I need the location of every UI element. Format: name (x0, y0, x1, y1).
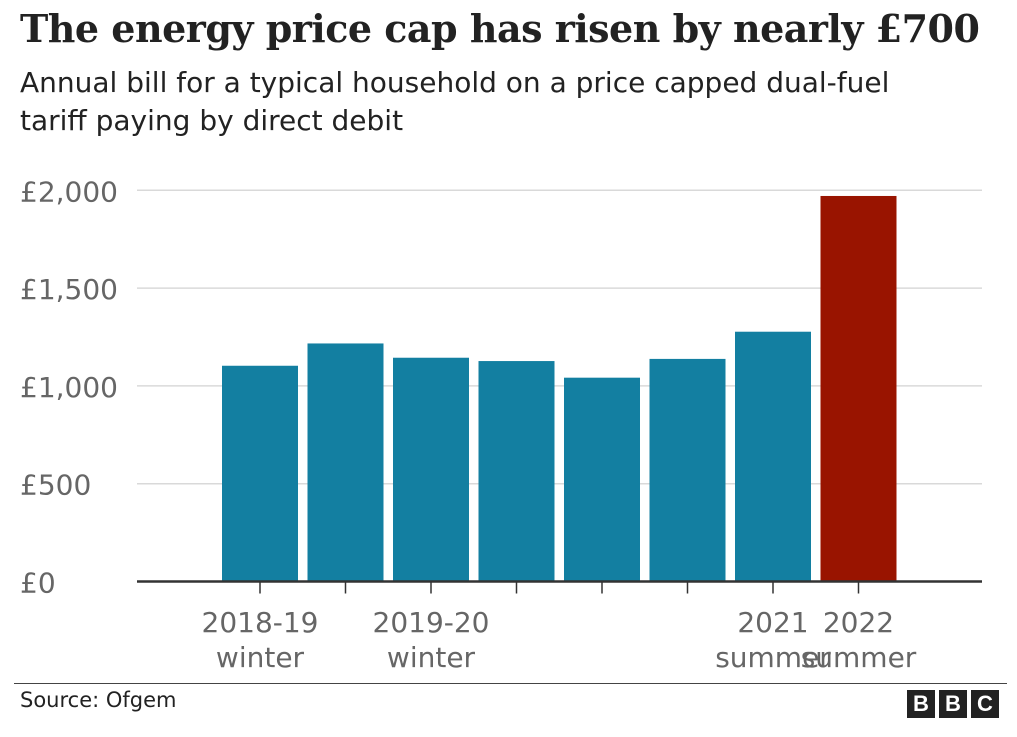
x-tick-label: 2021 (737, 606, 808, 639)
chart-title: The energy price cap has risen by nearly… (20, 6, 980, 51)
bar-8 (820, 195, 897, 582)
x-tick-label: summer (715, 641, 831, 674)
bar-7 (735, 331, 811, 582)
bar-6 (649, 358, 726, 582)
bar-3 (393, 357, 469, 582)
bar-2 (307, 343, 384, 582)
footer-divider (14, 683, 1007, 684)
x-tick-label: winter (387, 641, 476, 674)
bar-1 (222, 365, 298, 582)
y-tick-label: £2,000 (20, 175, 118, 208)
x-tick-label: 2018-19 (202, 606, 319, 639)
bar-4 (478, 361, 555, 582)
y-tick-label: £1,000 (20, 371, 118, 404)
y-tick-label: £1,500 (20, 273, 118, 306)
bar-5 (564, 377, 640, 582)
y-tick-label: £0 (20, 567, 56, 600)
x-tick-label: 2022 (823, 606, 894, 639)
x-tick-label: 2019-20 (373, 606, 490, 639)
bar-chart: £0£500£1,000£1,500£2,0002018-19winter201… (20, 175, 982, 674)
x-tick-label: summer (801, 641, 917, 674)
y-tick-label: £500 (20, 469, 91, 502)
source-note: Source: Ofgem (20, 688, 177, 712)
x-tick-label: winter (216, 641, 305, 674)
chart-subtitle: Annual bill for a typical household on a… (20, 66, 890, 137)
